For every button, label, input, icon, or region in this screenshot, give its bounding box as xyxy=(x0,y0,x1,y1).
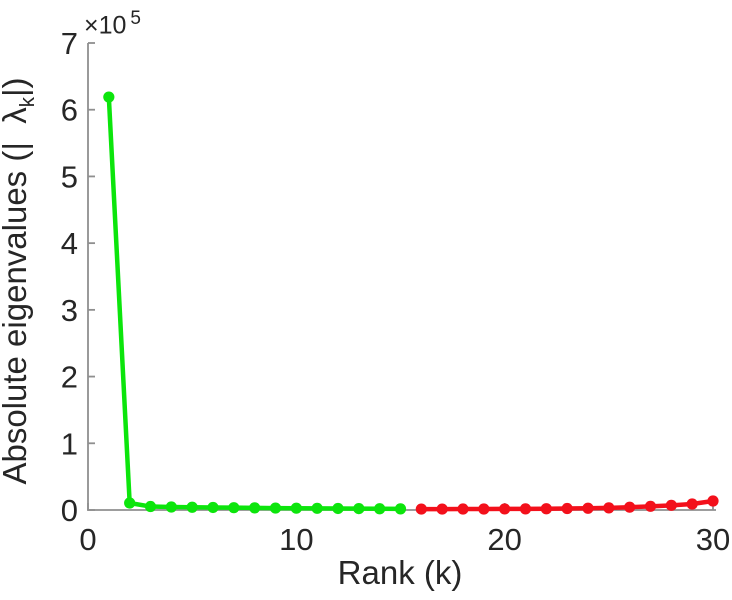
y-axis-exponent-label: ×10 5 xyxy=(84,8,141,40)
y-tick-label: 6 xyxy=(61,93,78,128)
y-axis-title-suffix: |) xyxy=(0,77,34,98)
y-tick-label: 3 xyxy=(61,293,78,328)
data-point-leading-eigenvalues-green xyxy=(144,500,157,513)
data-point-leading-eigenvalues-green xyxy=(394,503,407,515)
data-point-leading-eigenvalues-green xyxy=(124,497,136,509)
data-point-leading-eigenvalues-green xyxy=(207,501,219,514)
data-point-trailing-eigenvalues-red xyxy=(561,502,573,515)
data-point-trailing-eigenvalues-red xyxy=(540,503,552,515)
data-point-trailing-eigenvalues-red xyxy=(603,502,615,514)
data-point-trailing-eigenvalues-red xyxy=(478,503,490,515)
data-point-trailing-eigenvalues-red xyxy=(519,503,532,515)
y-tick-label: 5 xyxy=(61,159,78,194)
exponent-mantissa: ×10 xyxy=(84,11,127,40)
y-tick-label: 2 xyxy=(61,360,78,395)
data-point-leading-eigenvalues-green xyxy=(165,501,177,513)
data-point-trailing-eigenvalues-red xyxy=(499,503,511,515)
x-tick-label: 10 xyxy=(279,522,313,557)
data-point-trailing-eigenvalues-red xyxy=(707,495,719,507)
data-point-trailing-eigenvalues-red xyxy=(686,498,698,510)
data-point-trailing-eigenvalues-red xyxy=(624,501,636,513)
x-tick-label: 0 xyxy=(79,522,96,557)
series-line-leading-eigenvalues-green xyxy=(106,94,403,512)
y-axis-title-prefix: Absolute eigenvalues (| xyxy=(0,142,34,485)
y-tick-label: 4 xyxy=(61,226,78,261)
y-tick-label: 0 xyxy=(61,493,78,528)
data-point-leading-eigenvalues-green xyxy=(186,501,198,513)
data-point-leading-eigenvalues-green xyxy=(374,503,386,515)
exponent-power: 5 xyxy=(130,8,141,29)
y-tick-label: 1 xyxy=(61,426,78,461)
data-point-trailing-eigenvalues-red xyxy=(665,499,677,511)
x-axis-title: Rank (k) xyxy=(337,554,463,591)
data-point-trailing-eigenvalues-red xyxy=(457,503,469,515)
data-point-trailing-eigenvalues-red xyxy=(415,503,427,515)
y-tick-label: 7 xyxy=(61,26,78,61)
lambda-subscript: k xyxy=(15,97,39,108)
lambda-symbol: λ xyxy=(0,107,33,124)
x-tick-label: 30 xyxy=(696,522,730,557)
data-point-trailing-eigenvalues-red xyxy=(436,503,448,515)
data-point-leading-eigenvalues-green xyxy=(228,502,240,514)
data-point-leading-eigenvalues-green xyxy=(249,502,261,514)
data-point-leading-eigenvalues-green xyxy=(269,502,282,514)
data-point-leading-eigenvalues-green xyxy=(332,502,344,515)
data-point-trailing-eigenvalues-red xyxy=(582,502,594,514)
data-point-leading-eigenvalues-green xyxy=(103,91,115,103)
y-axis-title: Absolute eigenvalues (| λk|) xyxy=(0,77,40,484)
data-point-trailing-eigenvalues-red xyxy=(644,500,657,512)
data-point-leading-eigenvalues-green xyxy=(353,502,365,515)
x-tick-label: 20 xyxy=(487,522,521,557)
data-point-leading-eigenvalues-green xyxy=(290,502,302,514)
data-point-leading-eigenvalues-green xyxy=(311,502,323,514)
